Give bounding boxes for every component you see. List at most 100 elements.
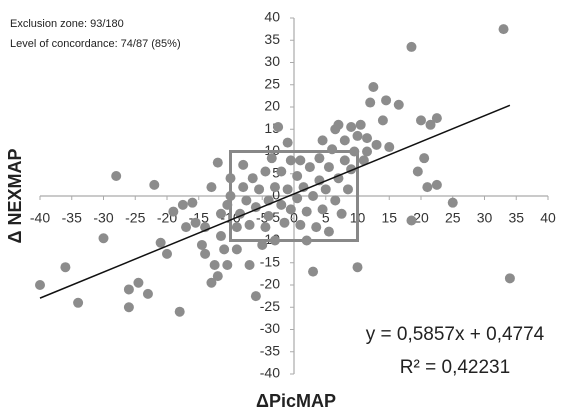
point <box>292 193 303 204</box>
point <box>250 291 261 302</box>
point <box>276 166 287 177</box>
point <box>257 239 268 250</box>
point <box>308 191 319 201</box>
point <box>260 166 271 177</box>
point <box>35 280 45 290</box>
point <box>498 24 509 35</box>
point <box>73 297 84 308</box>
point <box>238 182 249 193</box>
point <box>336 208 347 219</box>
point <box>317 135 328 146</box>
point <box>285 204 296 215</box>
x-tick-label: -35 <box>62 210 82 226</box>
point <box>219 244 230 255</box>
point <box>209 259 220 270</box>
point <box>190 217 201 228</box>
point <box>406 41 417 52</box>
point <box>352 130 363 141</box>
point <box>212 271 223 282</box>
y-tick-label: 5 <box>272 164 280 180</box>
point <box>98 233 109 244</box>
note: Exclusion zone: 93/180 <box>10 18 124 30</box>
point <box>285 155 296 166</box>
x-tick-label: 40 <box>540 210 556 226</box>
y-tick-label: -30 <box>260 320 280 336</box>
point <box>222 199 233 210</box>
point <box>260 222 271 233</box>
point <box>368 81 379 92</box>
point <box>342 184 353 195</box>
point <box>314 153 325 164</box>
point <box>301 206 312 217</box>
x-axis-label: ΔPicMAP <box>256 391 336 411</box>
point <box>225 191 236 201</box>
y-tick-label: -35 <box>260 342 280 358</box>
y-tick-label: -40 <box>260 365 280 381</box>
point <box>349 146 360 157</box>
x-tick-label: -30 <box>93 210 113 226</box>
point <box>269 182 280 193</box>
x-tick-label: 35 <box>508 210 524 226</box>
point <box>352 262 363 273</box>
point <box>244 219 255 230</box>
x-tick-label: 0 <box>290 210 298 226</box>
point <box>254 184 265 195</box>
point <box>174 306 185 317</box>
x-tick-label: 30 <box>477 210 493 226</box>
y-tick-label: 30 <box>264 53 280 69</box>
x-tick-label: 25 <box>445 210 461 226</box>
x-tick-label: -25 <box>125 210 145 226</box>
point <box>362 133 373 144</box>
point <box>206 182 217 193</box>
y-tick-label: -20 <box>260 276 280 292</box>
point <box>142 288 153 299</box>
point <box>212 157 223 168</box>
point <box>301 235 312 246</box>
equation: y = 0,5857x + 0,4774 <box>366 324 545 345</box>
point <box>317 204 328 215</box>
point <box>330 195 341 206</box>
point <box>111 170 122 181</box>
point <box>177 199 188 210</box>
point <box>304 162 315 173</box>
note: Level of concordance: 74/87 (85%) <box>10 38 181 50</box>
point <box>365 97 376 108</box>
point <box>269 235 280 246</box>
point <box>339 155 350 166</box>
point <box>279 217 290 228</box>
r-squared: R² = 0,42231 <box>400 357 510 378</box>
point <box>215 231 226 242</box>
point <box>504 273 515 284</box>
x-tick-label: 15 <box>381 210 397 226</box>
point <box>362 146 373 157</box>
point <box>263 211 274 222</box>
point <box>123 302 134 313</box>
point <box>358 155 369 166</box>
point <box>225 173 236 184</box>
point <box>327 144 338 155</box>
point <box>431 179 442 190</box>
point <box>295 219 306 230</box>
point <box>416 115 426 126</box>
point <box>196 239 207 250</box>
y-tick-label: 0 <box>272 187 280 203</box>
point <box>200 248 211 259</box>
point <box>273 122 284 133</box>
point <box>377 115 388 126</box>
point <box>133 277 144 288</box>
point <box>292 170 303 181</box>
point <box>222 259 233 270</box>
point <box>123 284 134 295</box>
point <box>339 135 350 146</box>
point <box>311 222 322 233</box>
point <box>295 155 306 166</box>
y-tick-label: 20 <box>264 98 280 114</box>
point <box>425 119 436 130</box>
point <box>431 113 442 124</box>
point <box>282 184 293 195</box>
point <box>215 208 226 219</box>
y-tick-label: 40 <box>264 9 280 25</box>
point <box>323 226 334 237</box>
point <box>266 153 277 164</box>
